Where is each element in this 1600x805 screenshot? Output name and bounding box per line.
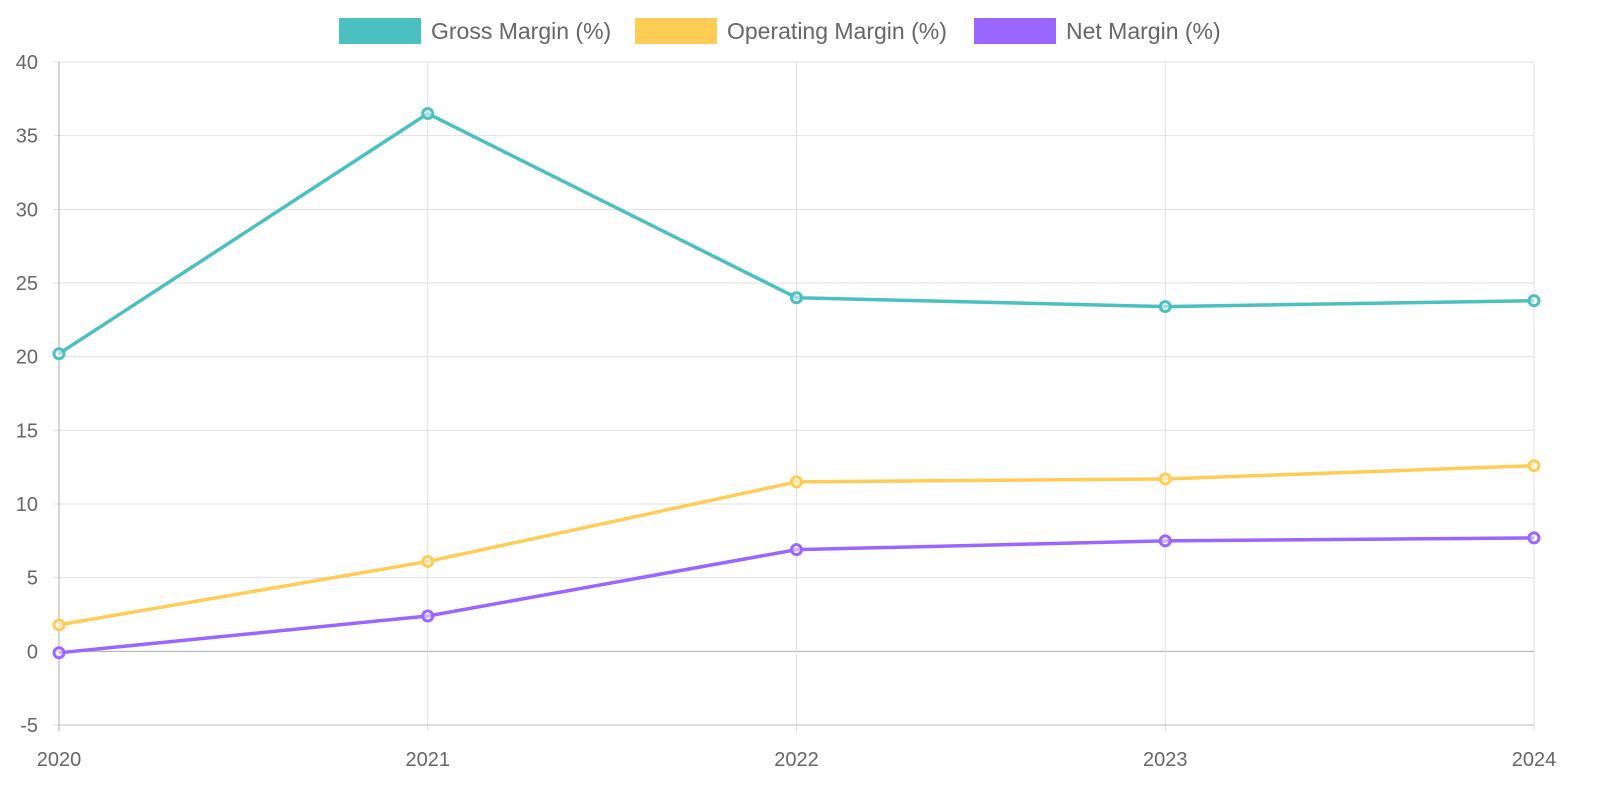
legend-item-1[interactable]: Operating Margin (%) (635, 18, 947, 44)
y-tick-label: 25 (16, 273, 38, 295)
axes: -5 0 5 10 15 20 25 30 35 40 2020 2021 2022 2023 2024 (16, 52, 1557, 771)
series-group (52, 107, 1541, 660)
data-point[interactable] (421, 107, 435, 121)
data-point[interactable] (1527, 531, 1541, 545)
data-point[interactable] (52, 347, 66, 361)
y-tick-label: 5 (27, 568, 38, 590)
data-point[interactable] (52, 618, 66, 632)
legend-item-2[interactable]: Net Margin (%) (974, 18, 1221, 44)
legend-swatch (339, 18, 421, 44)
legend-swatch (974, 18, 1056, 44)
data-point[interactable] (1527, 294, 1541, 308)
data-point[interactable] (1158, 534, 1172, 548)
data-point[interactable] (1527, 459, 1541, 473)
x-tick-label: 2023 (1143, 749, 1188, 771)
legend-label: Operating Margin (%) (727, 18, 947, 44)
legend-label: Net Margin (%) (1066, 18, 1221, 44)
y-tick-label: 40 (16, 52, 38, 74)
data-point[interactable] (1158, 300, 1172, 314)
y-tick-label: 20 (16, 347, 38, 369)
legend-label: Gross Margin (%) (431, 18, 611, 44)
y-tick-label: 30 (16, 199, 38, 221)
data-point[interactable] (421, 609, 435, 623)
y-tick-label: 15 (16, 420, 38, 442)
x-tick-label: 2020 (37, 749, 82, 771)
y-tick-label: 35 (16, 126, 38, 148)
legend-swatch (635, 18, 717, 44)
x-tick-label: 2022 (774, 749, 819, 771)
y-tick-label: -5 (20, 715, 38, 737)
y-tick-label: 10 (16, 494, 38, 516)
data-point[interactable] (1158, 472, 1172, 486)
legend-item-0[interactable]: Gross Margin (%) (339, 18, 611, 44)
data-point[interactable] (421, 554, 435, 568)
y-tick-label: 0 (27, 641, 38, 663)
grid (53, 61, 1535, 731)
legend: Gross Margin (%) Operating Margin (%) Net … (339, 18, 1221, 44)
x-tick-label: 2024 (1512, 749, 1557, 771)
x-tick-label: 2021 (406, 749, 451, 771)
data-point[interactable] (790, 291, 803, 305)
data-point[interactable] (52, 646, 66, 660)
data-point[interactable] (790, 475, 803, 489)
data-point[interactable] (790, 543, 803, 557)
